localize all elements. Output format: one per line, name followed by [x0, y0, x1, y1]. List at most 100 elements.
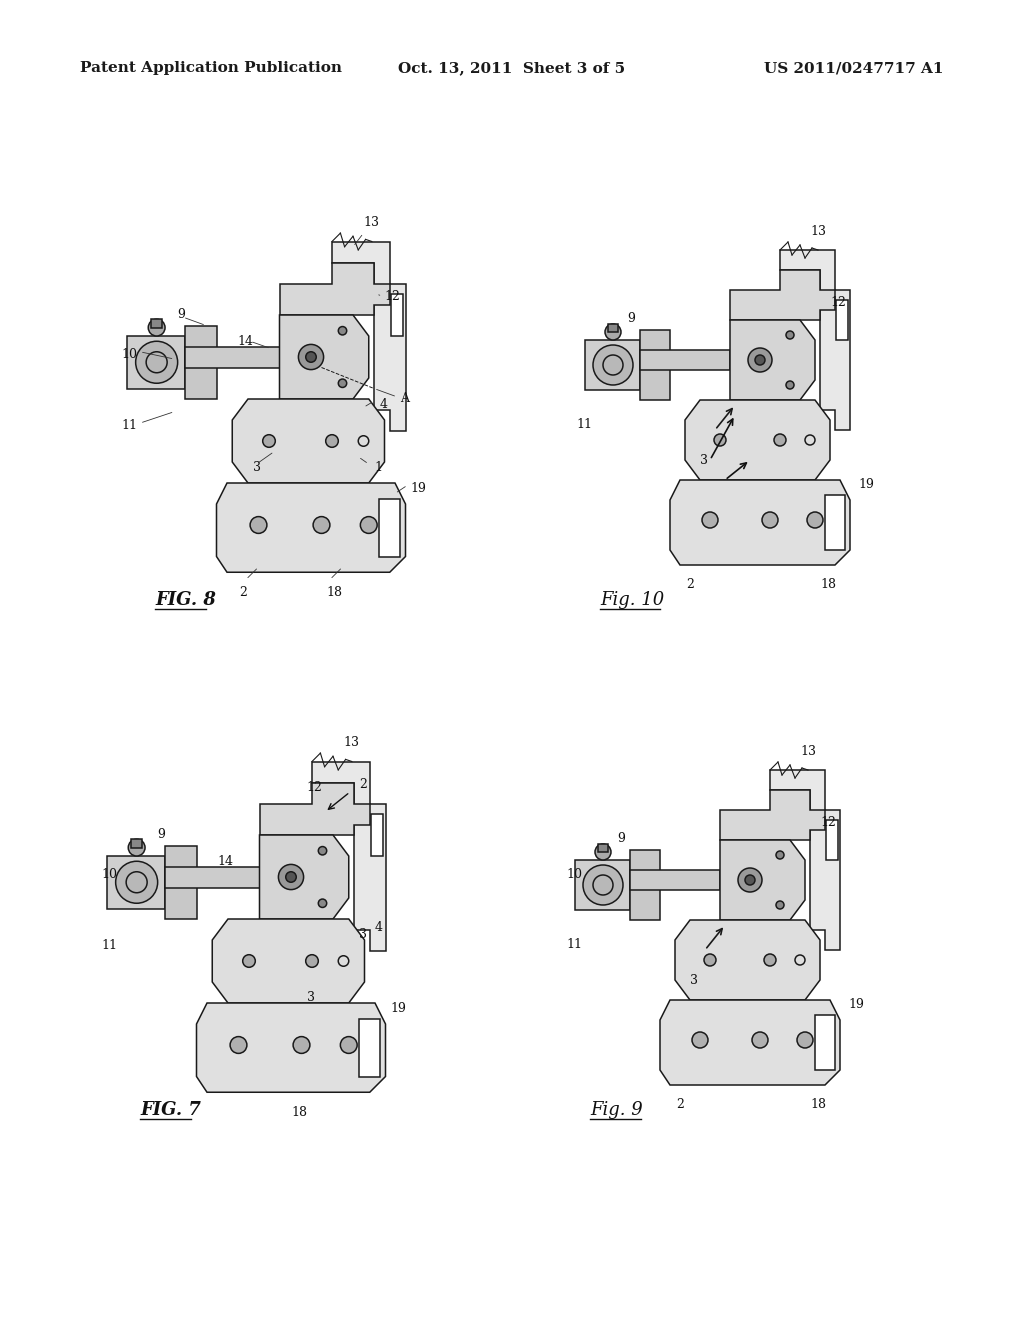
Bar — [815, 1015, 835, 1071]
Text: 11: 11 — [575, 418, 592, 432]
Text: 9: 9 — [177, 309, 185, 322]
Text: 19: 19 — [391, 1002, 407, 1015]
Circle shape — [128, 840, 145, 855]
Text: 2: 2 — [239, 586, 247, 599]
Polygon shape — [780, 249, 850, 430]
Circle shape — [583, 865, 623, 906]
Polygon shape — [280, 315, 369, 399]
Circle shape — [786, 331, 794, 339]
Text: Fig. 10: Fig. 10 — [600, 591, 665, 609]
Text: 10: 10 — [566, 869, 582, 882]
Text: 3: 3 — [359, 928, 368, 941]
Text: 19: 19 — [858, 479, 873, 491]
Text: 12: 12 — [820, 816, 836, 829]
Circle shape — [250, 516, 267, 533]
Polygon shape — [720, 840, 805, 920]
Text: 13: 13 — [343, 737, 359, 748]
Polygon shape — [232, 399, 384, 483]
Text: 3: 3 — [307, 991, 314, 1005]
Circle shape — [263, 434, 275, 447]
Text: 11: 11 — [122, 418, 138, 432]
Circle shape — [786, 381, 794, 389]
Text: 2: 2 — [676, 1098, 684, 1111]
Circle shape — [745, 875, 755, 884]
Circle shape — [340, 1036, 357, 1053]
Circle shape — [605, 323, 621, 341]
Circle shape — [776, 851, 784, 859]
Text: 3: 3 — [700, 454, 708, 466]
Circle shape — [306, 954, 318, 968]
Circle shape — [338, 326, 347, 335]
Bar — [826, 820, 838, 861]
Circle shape — [306, 351, 316, 362]
Text: 13: 13 — [810, 224, 826, 238]
Circle shape — [298, 345, 324, 370]
Bar — [598, 843, 608, 851]
Circle shape — [360, 516, 377, 533]
Text: 18: 18 — [291, 1106, 307, 1119]
Polygon shape — [730, 271, 835, 319]
Text: 3: 3 — [690, 974, 698, 986]
Polygon shape — [660, 1001, 840, 1085]
Polygon shape — [575, 861, 630, 909]
Polygon shape — [630, 870, 720, 890]
Polygon shape — [280, 263, 390, 315]
Circle shape — [692, 1032, 708, 1048]
Circle shape — [593, 345, 633, 385]
Polygon shape — [640, 350, 730, 370]
Text: 18: 18 — [820, 578, 836, 591]
Polygon shape — [685, 400, 830, 480]
Text: 10: 10 — [101, 869, 118, 882]
Circle shape — [752, 1032, 768, 1048]
Bar — [359, 1019, 380, 1077]
Circle shape — [326, 434, 338, 447]
Circle shape — [338, 379, 347, 388]
Text: 19: 19 — [848, 998, 864, 1011]
Text: 2: 2 — [686, 578, 694, 591]
Text: 12: 12 — [306, 781, 323, 795]
Text: 11: 11 — [101, 939, 118, 952]
Circle shape — [116, 861, 158, 903]
Circle shape — [705, 954, 716, 966]
Text: 14: 14 — [238, 335, 253, 347]
Text: FIG. 8: FIG. 8 — [155, 591, 216, 609]
Text: 12: 12 — [830, 296, 846, 309]
Circle shape — [748, 348, 772, 372]
Text: 12: 12 — [384, 289, 400, 302]
Polygon shape — [185, 346, 280, 367]
Text: 19: 19 — [411, 482, 427, 495]
Text: 9: 9 — [627, 312, 635, 325]
Circle shape — [293, 1036, 310, 1053]
Text: FIG. 7: FIG. 7 — [140, 1101, 201, 1119]
Polygon shape — [165, 866, 259, 887]
Polygon shape — [730, 319, 815, 400]
Text: 18: 18 — [327, 586, 343, 599]
Text: 9: 9 — [617, 832, 625, 845]
Polygon shape — [585, 341, 640, 389]
Text: 9: 9 — [157, 829, 165, 842]
Circle shape — [286, 871, 296, 882]
Bar — [391, 294, 403, 337]
Text: 2: 2 — [359, 777, 368, 791]
Circle shape — [755, 355, 765, 366]
Polygon shape — [127, 337, 185, 388]
Circle shape — [762, 512, 778, 528]
Circle shape — [318, 899, 327, 907]
Bar — [152, 319, 162, 327]
Circle shape — [318, 846, 327, 855]
Text: 4: 4 — [379, 397, 387, 411]
Bar — [608, 323, 618, 333]
Polygon shape — [108, 855, 165, 908]
Text: Fig. 9: Fig. 9 — [590, 1101, 643, 1119]
Bar — [836, 300, 848, 341]
Circle shape — [738, 869, 762, 892]
Circle shape — [702, 512, 718, 528]
Circle shape — [148, 319, 165, 337]
Text: Oct. 13, 2011  Sheet 3 of 5: Oct. 13, 2011 Sheet 3 of 5 — [398, 61, 626, 75]
Circle shape — [135, 342, 177, 383]
Polygon shape — [197, 1003, 385, 1092]
Text: 1: 1 — [374, 461, 382, 474]
Polygon shape — [259, 783, 370, 836]
Bar — [371, 814, 383, 855]
Polygon shape — [630, 850, 660, 920]
